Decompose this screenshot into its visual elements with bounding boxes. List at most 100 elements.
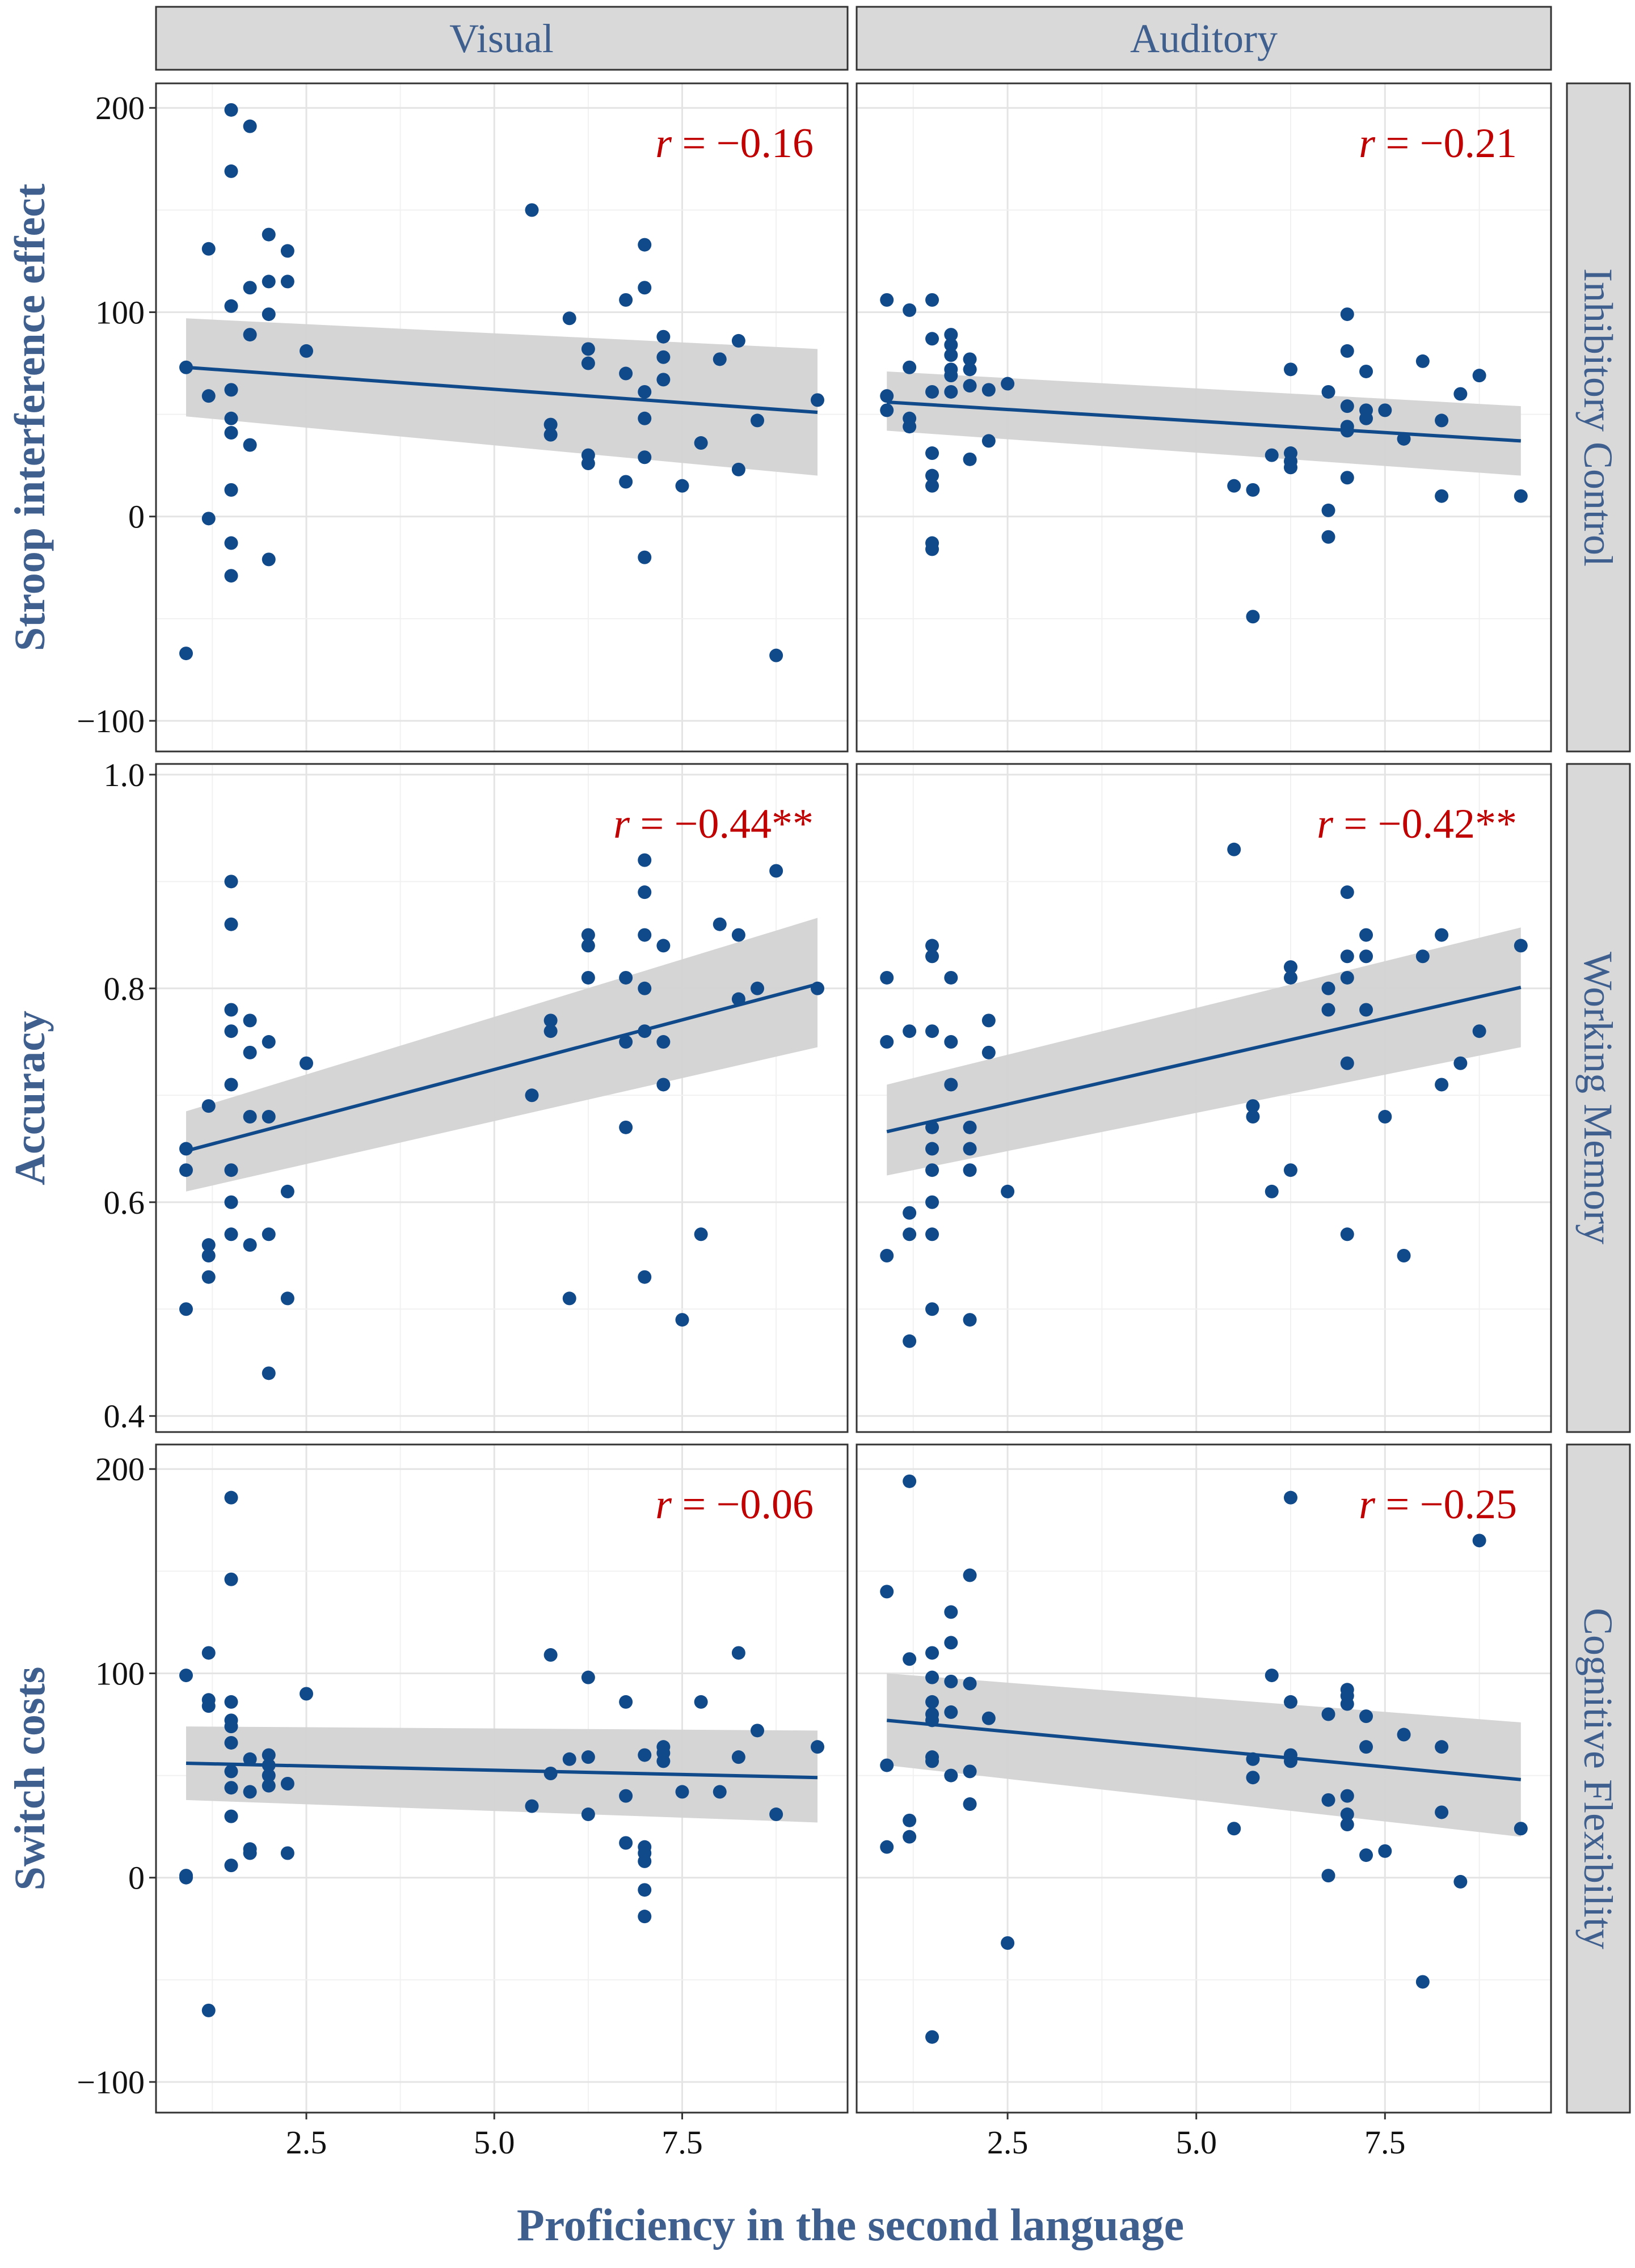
- data-point: [619, 366, 633, 381]
- data-point: [925, 479, 939, 493]
- data-point: [224, 875, 238, 889]
- data-point: [224, 1572, 238, 1586]
- data-point: [656, 1754, 671, 1768]
- data-point: [963, 1797, 977, 1811]
- data-point: [243, 1752, 257, 1766]
- data-point: [925, 1227, 939, 1241]
- data-point: [243, 1785, 257, 1799]
- data-point: [769, 648, 783, 662]
- data-point: [981, 1045, 996, 1059]
- data-point: [903, 1024, 917, 1038]
- data-point: [1472, 369, 1486, 383]
- correlation-label: r = −0.16: [655, 120, 814, 167]
- data-point: [201, 2003, 216, 2017]
- data-point: [1340, 885, 1354, 899]
- data-point: [243, 438, 257, 452]
- y-axis-title-working: Accuracy: [6, 1011, 54, 1185]
- data-point: [963, 1764, 977, 1779]
- data-point: [638, 853, 652, 867]
- data-point: [543, 428, 558, 442]
- correlation-label: r = −0.21: [1359, 120, 1517, 167]
- panel-border: [155, 763, 849, 1433]
- data-point: [224, 299, 238, 313]
- data-point: [224, 1163, 238, 1177]
- data-point: [731, 333, 745, 348]
- data-point: [638, 885, 652, 899]
- data-point: [1246, 1099, 1260, 1113]
- data-point: [981, 383, 996, 397]
- data-point: [944, 1035, 958, 1049]
- data-point: [280, 1846, 294, 1860]
- data-point: [638, 1854, 652, 1868]
- y-tick-label: −100: [77, 703, 145, 740]
- data-point: [581, 1807, 595, 1822]
- data-point: [224, 1764, 238, 1779]
- data-point: [638, 281, 652, 295]
- data-point: [1378, 403, 1392, 417]
- data-point: [925, 1302, 939, 1316]
- data-point: [656, 1078, 671, 1092]
- y-tick-label: −100: [77, 2064, 145, 2101]
- data-point: [903, 1206, 917, 1220]
- data-point: [675, 1313, 689, 1327]
- data-point: [903, 1227, 917, 1241]
- data-point: [638, 411, 652, 425]
- data-point: [880, 970, 894, 985]
- data-point: [1359, 1003, 1373, 1017]
- x-tick-label: 2.5: [286, 2124, 327, 2161]
- y-tick-label: 1.0: [104, 757, 145, 793]
- x-tick-label: 5.0: [1175, 2124, 1217, 2161]
- data-point: [1514, 939, 1528, 953]
- data-point: [944, 1605, 958, 1619]
- data-point: [731, 462, 745, 476]
- data-point: [201, 1646, 216, 1660]
- data-point: [811, 1740, 824, 1754]
- data-point: [903, 1830, 917, 1844]
- regression-line: [186, 365, 818, 414]
- data-point: [751, 981, 764, 995]
- data-point: [262, 307, 276, 322]
- data-point: [300, 1687, 313, 1701]
- y-tick-label: 200: [95, 1451, 145, 1488]
- data-point: [224, 1195, 238, 1209]
- data-point: [243, 328, 257, 342]
- panel-border: [155, 82, 849, 753]
- data-point: [1340, 970, 1354, 985]
- data-point: [619, 1789, 633, 1803]
- data-point: [925, 1695, 939, 1709]
- data-point: [1453, 1874, 1468, 1889]
- data-point: [243, 1045, 257, 1059]
- data-point: [675, 1785, 689, 1799]
- data-point: [694, 1227, 708, 1241]
- data-point: [619, 1836, 633, 1850]
- data-point: [880, 1585, 894, 1599]
- data-point: [1415, 1975, 1430, 1989]
- correlation-label: r = −0.42**: [1317, 801, 1517, 847]
- data-point: [944, 1768, 958, 1783]
- data-point: [944, 338, 958, 352]
- data-point: [1321, 1869, 1335, 1883]
- data-point: [963, 362, 977, 377]
- data-point: [656, 939, 671, 953]
- data-point: [903, 360, 917, 374]
- data-point: [619, 1120, 633, 1134]
- data-point: [963, 1676, 977, 1691]
- data-point: [880, 1249, 894, 1263]
- data-point: [963, 1568, 977, 1582]
- data-point: [224, 1720, 238, 1734]
- data-point: [243, 1238, 257, 1252]
- data-point: [1340, 1818, 1354, 1832]
- data-point: [1453, 387, 1468, 401]
- data-point: [280, 244, 294, 258]
- data-point: [638, 1883, 652, 1897]
- data-point: [713, 352, 727, 366]
- data-point: [224, 1781, 238, 1795]
- data-point: [243, 119, 257, 133]
- data-point: [981, 1711, 996, 1725]
- regression-line: [887, 400, 1521, 443]
- data-point: [525, 1799, 539, 1813]
- y-axis-title-inhibitory: Stroop interference effect: [6, 184, 54, 651]
- strip-working-bg: [1566, 763, 1631, 1433]
- data-point: [262, 1109, 276, 1124]
- data-point: [944, 385, 958, 399]
